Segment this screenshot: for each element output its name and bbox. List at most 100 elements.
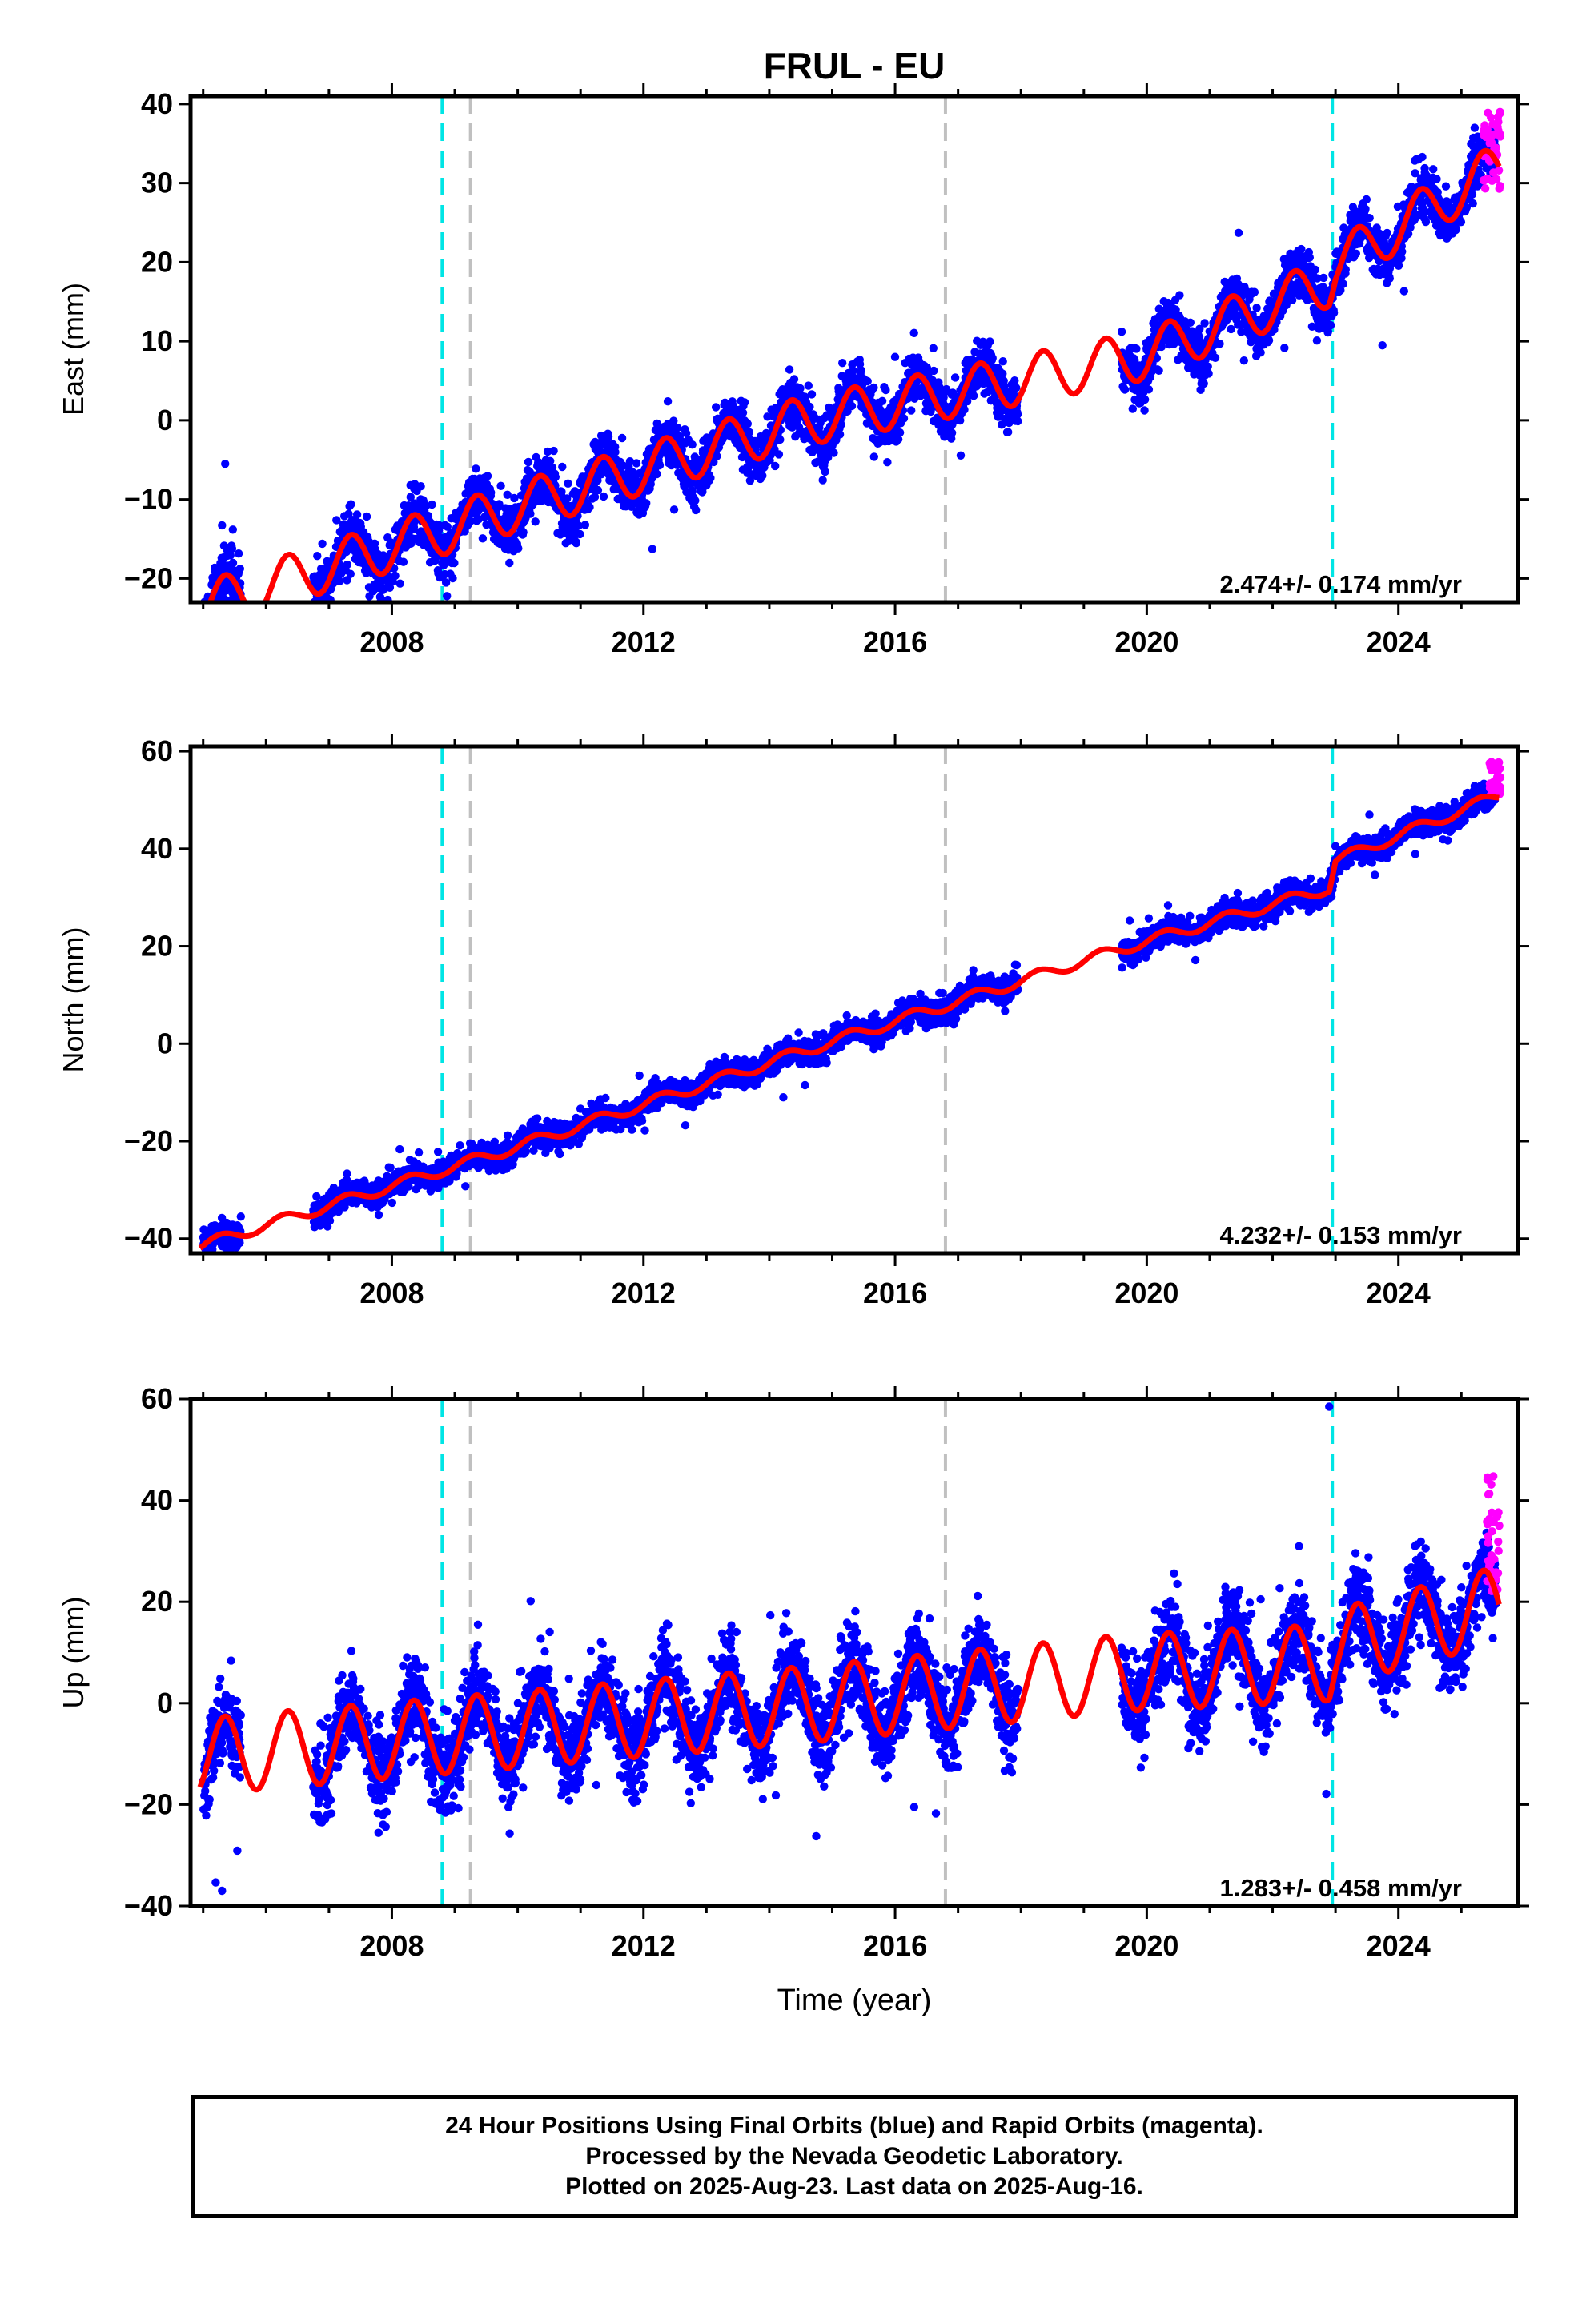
data-point: [1120, 385, 1130, 394]
data-point: [1256, 348, 1265, 357]
data-point: [669, 505, 679, 514]
data-point: [557, 487, 566, 497]
data-point: [1215, 340, 1224, 348]
data-point: [228, 525, 237, 534]
data-point: [776, 435, 785, 444]
data-point: [391, 571, 400, 581]
data-point: [895, 428, 905, 437]
rapid-point: [1496, 132, 1505, 141]
data-point: [1154, 366, 1163, 375]
rapid-point: [1487, 113, 1496, 122]
data-point: [1429, 165, 1438, 174]
data-point: [204, 605, 212, 613]
data-point: [771, 461, 780, 471]
data-point: [585, 503, 594, 512]
data-point: [203, 612, 211, 620]
data-point: [789, 375, 799, 384]
data-point: [519, 528, 528, 537]
x-tick-label: 2008: [359, 625, 424, 658]
data-point: [208, 612, 216, 620]
data-point: [1280, 344, 1289, 352]
data-point: [1195, 332, 1204, 342]
data-point: [203, 1256, 211, 1264]
final-orbit-points: [200, 123, 1500, 637]
data-point: [774, 450, 784, 459]
data-point: [1186, 318, 1195, 327]
data-point: [206, 604, 214, 612]
data-point: [202, 613, 210, 621]
axes-frame: [188, 94, 1520, 605]
data-point: [804, 381, 813, 390]
data-point: [580, 521, 590, 529]
final-orbit-points: [199, 779, 1500, 1264]
data-point: [877, 396, 887, 405]
data-point: [1365, 214, 1374, 223]
data-point: [346, 569, 355, 578]
data-point: [312, 1192, 321, 1201]
data-point: [899, 414, 909, 423]
data-point: [652, 469, 661, 479]
data-point: [1196, 385, 1205, 394]
data-point: [881, 385, 890, 395]
y-tick-label: 20: [141, 245, 173, 278]
data-point: [1014, 416, 1022, 426]
data-point: [835, 430, 845, 439]
data-point: [203, 629, 211, 637]
data-point: [648, 545, 657, 553]
data-point: [998, 369, 1007, 378]
data-point: [1130, 356, 1139, 364]
data-point: [655, 460, 665, 470]
rapid-point: [1479, 175, 1488, 185]
data-point: [1012, 384, 1021, 392]
x-tick-label: 2012: [612, 625, 676, 658]
data-point: [1195, 324, 1204, 333]
data-point: [227, 544, 237, 553]
data-point: [593, 476, 602, 485]
data-point: [1157, 342, 1166, 352]
data-point: [203, 612, 211, 620]
data-point: [1264, 336, 1274, 345]
data-point: [1252, 304, 1261, 312]
data-point: [205, 608, 213, 616]
data-point: [745, 476, 755, 485]
data-point: [796, 384, 805, 393]
data-point: [396, 579, 404, 588]
data-point: [960, 405, 969, 414]
data-point: [448, 573, 457, 583]
data-point: [202, 611, 210, 619]
data-point: [441, 578, 451, 587]
y-tick-label: −20: [124, 561, 173, 594]
data-point: [632, 459, 641, 468]
data-point: [574, 521, 584, 530]
data-point: [847, 401, 857, 411]
data-point: [371, 604, 379, 612]
data-point: [593, 485, 603, 495]
plot-area-east: [200, 96, 1505, 637]
y-tick-label: 10: [141, 324, 173, 357]
data-point: [1468, 199, 1477, 208]
data-point: [829, 448, 838, 457]
data-point: [1351, 249, 1361, 258]
figure-title: FRUL - EU: [764, 45, 946, 86]
rapid-point: [1480, 121, 1489, 130]
data-point: [663, 397, 673, 406]
data-point: [362, 512, 371, 521]
data-point: [315, 611, 323, 619]
data-point: [549, 446, 558, 456]
data-point: [1010, 376, 1019, 385]
data-point: [1418, 152, 1427, 162]
data-point: [745, 428, 754, 436]
data-point: [226, 551, 235, 560]
data-point: [1200, 319, 1209, 328]
y-tick-label: 40: [141, 87, 173, 120]
x-tick-label: 2020: [1114, 625, 1178, 658]
data-point: [849, 366, 857, 375]
data-point: [1311, 265, 1320, 274]
data-point: [1117, 328, 1126, 336]
data-point: [669, 416, 678, 425]
data-point: [1398, 247, 1407, 256]
data-point: [450, 558, 459, 568]
rapid-point: [1496, 182, 1504, 191]
data-point: [487, 488, 496, 497]
